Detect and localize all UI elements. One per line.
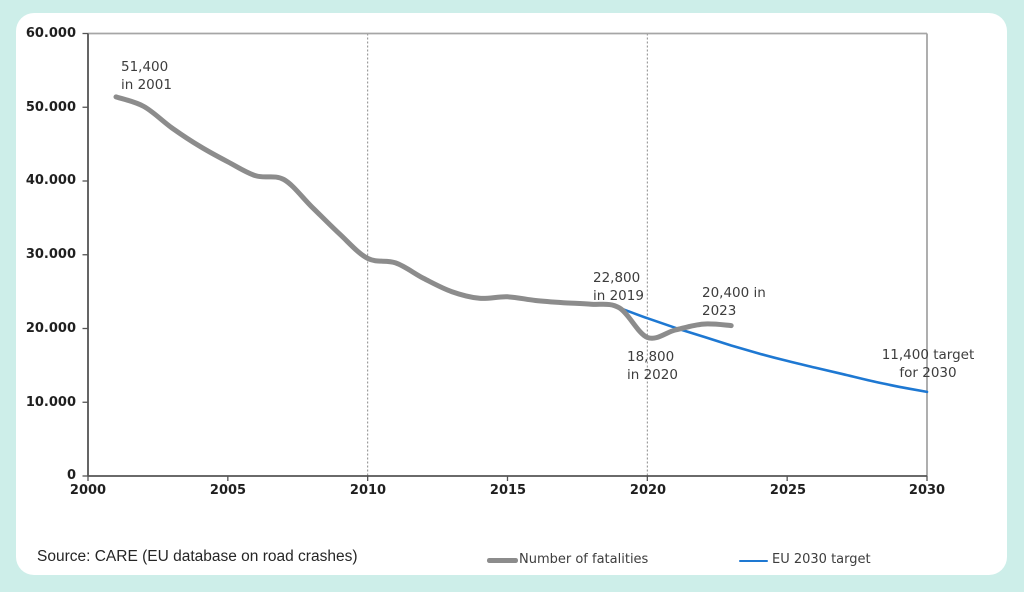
- annotation-2001-value: 51,400 in 2001: [121, 59, 172, 94]
- x-axis-tick-label: 2005: [209, 483, 247, 498]
- fatalities-legend-line: [487, 558, 518, 563]
- annotation-line: 2023: [702, 302, 737, 319]
- annotation-line: 20,400 in: [702, 285, 766, 301]
- x-axis-tick-label: 2010: [349, 483, 387, 498]
- annotation-line: 51,400: [121, 59, 169, 75]
- annotation-line: 18,800: [627, 349, 675, 365]
- annotation-2019-value: 22,800 in 2019: [593, 270, 644, 305]
- x-axis-tick-label: 2020: [629, 483, 667, 498]
- target-legend-label: EU 2030 target: [772, 552, 871, 567]
- x-axis-tick-label: 2000: [69, 483, 107, 498]
- y-axis-tick-label: 20.000: [25, 321, 76, 336]
- y-axis-tick-label: 60.000: [25, 26, 76, 41]
- y-axis-tick-label: 50.000: [25, 100, 76, 115]
- x-axis-tick-label: 2030: [908, 483, 946, 498]
- x-axis-tick-label: 2025: [769, 483, 807, 498]
- annotation-line: in 2001: [121, 76, 172, 93]
- annotation-line: 22,800: [593, 270, 641, 286]
- fatalities-legend-label: Number of fatalities: [519, 552, 649, 567]
- y-axis-tick-label: 10.000: [25, 395, 76, 410]
- source-caption: Source: CARE (EU database on road crashe…: [37, 548, 358, 565]
- y-axis-tick-label: 30.000: [25, 247, 76, 262]
- annotation-line: for 2030: [899, 364, 957, 381]
- annotation-2020-value: 18,800 in 2020: [627, 349, 678, 384]
- target-legend-line: [739, 559, 768, 563]
- y-axis-tick-label: 40.000: [25, 173, 76, 188]
- y-axis-tick-label: 0: [66, 468, 76, 483]
- annotation-line: 11,400 target: [881, 347, 975, 363]
- x-axis-tick-label: 2015: [489, 483, 527, 498]
- annotation-line: in 2020: [627, 366, 678, 383]
- annotation-2030-target: 11,400 target for 2030: [838, 347, 1018, 382]
- chart-panel: [16, 13, 1007, 575]
- annotation-2023-value: 20,400 in 2023: [702, 285, 766, 320]
- annotation-line: in 2019: [593, 287, 644, 304]
